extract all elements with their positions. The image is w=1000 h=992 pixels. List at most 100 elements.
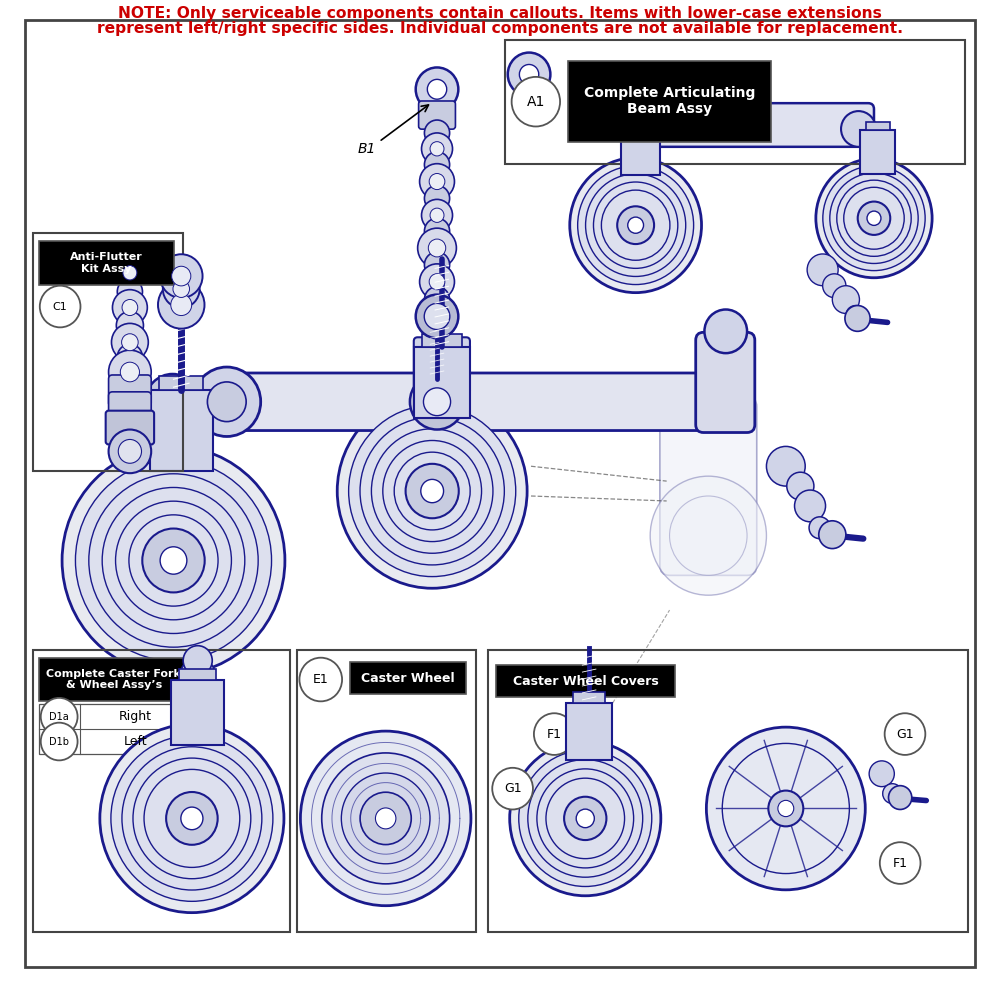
Text: C1: C1 [53, 302, 68, 311]
Circle shape [885, 713, 925, 755]
Circle shape [429, 174, 445, 189]
Circle shape [111, 735, 273, 902]
Bar [350, 662, 466, 694]
FancyBboxPatch shape [218, 373, 733, 431]
Circle shape [819, 521, 846, 549]
FancyBboxPatch shape [106, 411, 154, 444]
Circle shape [111, 323, 148, 361]
Circle shape [117, 279, 142, 305]
Circle shape [534, 713, 575, 755]
Circle shape [166, 792, 218, 845]
Circle shape [122, 747, 262, 890]
Text: Left: Left [124, 735, 148, 748]
Circle shape [420, 264, 454, 300]
Circle shape [823, 274, 846, 298]
Circle shape [337, 394, 527, 588]
Circle shape [424, 218, 450, 244]
Text: G1: G1 [504, 782, 521, 796]
Text: F1: F1 [893, 856, 908, 870]
Circle shape [424, 186, 450, 211]
Bar [33, 233, 183, 471]
Circle shape [416, 295, 458, 338]
Text: Right: Right [119, 710, 152, 723]
Circle shape [418, 228, 456, 268]
Bar [627, 116, 654, 125]
Circle shape [766, 446, 805, 486]
Circle shape [89, 474, 258, 647]
Circle shape [845, 306, 870, 331]
Circle shape [704, 310, 747, 353]
Circle shape [650, 476, 766, 595]
Circle shape [133, 758, 251, 879]
Circle shape [100, 724, 284, 913]
FancyBboxPatch shape [414, 337, 470, 395]
Circle shape [508, 53, 550, 96]
Bar [39, 658, 189, 701]
Bar [414, 346, 470, 419]
Circle shape [172, 266, 191, 286]
Circle shape [889, 786, 912, 809]
Circle shape [109, 350, 151, 394]
Circle shape [601, 190, 670, 260]
Circle shape [163, 270, 200, 308]
Circle shape [183, 646, 212, 676]
Circle shape [300, 731, 471, 906]
Circle shape [593, 182, 678, 269]
Circle shape [118, 439, 142, 463]
Circle shape [416, 67, 458, 111]
Circle shape [519, 750, 652, 887]
Circle shape [406, 464, 459, 518]
Circle shape [844, 187, 904, 249]
Circle shape [778, 801, 794, 816]
Circle shape [795, 490, 826, 522]
Bar [566, 703, 612, 761]
Bar [150, 390, 213, 471]
FancyBboxPatch shape [696, 332, 755, 433]
Circle shape [424, 287, 450, 312]
Circle shape [427, 79, 447, 99]
Text: Complete Articulating
Beam Assy: Complete Articulating Beam Assy [584, 86, 755, 116]
Circle shape [180, 658, 215, 693]
Circle shape [537, 769, 634, 868]
Circle shape [422, 133, 453, 165]
Circle shape [117, 344, 142, 370]
Circle shape [371, 429, 493, 554]
Circle shape [322, 753, 450, 884]
Circle shape [423, 388, 451, 416]
Text: Anti-Flutter
Kit Assy: Anti-Flutter Kit Assy [70, 252, 143, 274]
Bar [496, 665, 675, 697]
Text: D1a: D1a [49, 711, 69, 722]
Circle shape [349, 406, 516, 576]
Circle shape [424, 152, 450, 178]
Circle shape [807, 254, 838, 286]
Circle shape [422, 199, 453, 231]
Circle shape [519, 64, 539, 84]
Bar [505, 40, 965, 164]
Circle shape [830, 173, 918, 264]
Circle shape [628, 217, 644, 233]
Text: Complete Caster Fork
& Wheel Assy’s: Complete Caster Fork & Wheel Assy’s [46, 669, 181, 690]
Bar [488, 650, 968, 932]
Circle shape [173, 281, 190, 298]
Circle shape [383, 440, 482, 542]
Circle shape [670, 496, 747, 575]
Circle shape [160, 547, 187, 574]
Circle shape [424, 304, 450, 329]
Circle shape [564, 797, 606, 840]
Circle shape [570, 158, 702, 293]
Circle shape [116, 311, 143, 339]
Text: NOTE: Only serviceable components contain callouts. Items with lower-case extens: NOTE: Only serviceable components contai… [118, 6, 882, 22]
Circle shape [193, 367, 261, 436]
Circle shape [867, 211, 881, 225]
Circle shape [586, 174, 686, 277]
Circle shape [114, 257, 145, 289]
Circle shape [576, 809, 594, 827]
Circle shape [410, 374, 464, 430]
Circle shape [299, 658, 342, 701]
Text: F1: F1 [547, 727, 562, 741]
Circle shape [578, 166, 694, 285]
Circle shape [129, 515, 218, 606]
FancyBboxPatch shape [419, 101, 455, 129]
Circle shape [421, 479, 444, 503]
FancyBboxPatch shape [169, 383, 254, 421]
